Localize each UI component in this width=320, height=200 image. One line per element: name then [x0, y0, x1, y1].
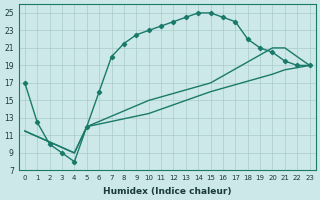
- X-axis label: Humidex (Indice chaleur): Humidex (Indice chaleur): [103, 187, 231, 196]
